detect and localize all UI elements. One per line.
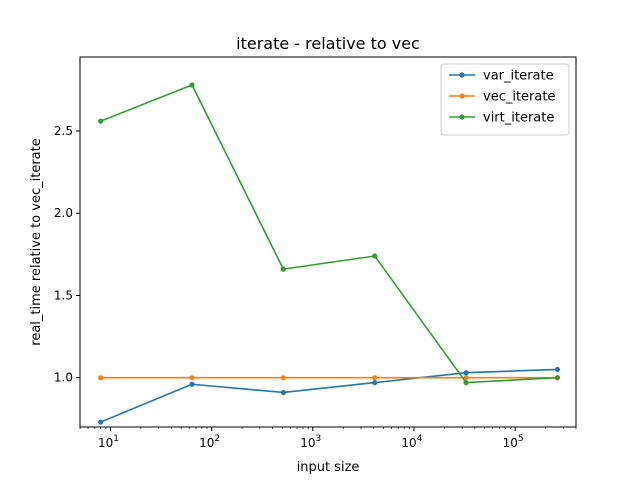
x-tick-label: 104	[401, 434, 422, 450]
x-tick-label: 105	[503, 434, 524, 450]
x-axis-label: input size	[297, 460, 360, 475]
y-axis-label: real_time relative to vec_iterate	[29, 138, 44, 345]
x-tick-label: 101	[98, 434, 119, 450]
axes-frame	[79, 56, 577, 428]
data-point-var_iterate	[372, 380, 378, 386]
x-tick-label: 103	[300, 434, 321, 450]
data-point-var_iterate	[463, 370, 469, 376]
legend-marker-virt_iterate	[459, 114, 465, 120]
legend-label: virt_iterate	[483, 111, 554, 126]
data-point-vec_iterate	[98, 375, 104, 381]
y-tick-label: 1.5	[54, 288, 73, 302]
data-point-virt_iterate	[554, 375, 561, 381]
legend: var_iterate vec_iterate virt_iterate	[440, 63, 570, 136]
x-tick-label: 102	[199, 434, 220, 450]
data-point-virt_iterate	[189, 82, 195, 88]
legend-marker-vec_iterate	[459, 93, 465, 99]
series-layer	[98, 82, 561, 425]
series-line-var_iterate	[100, 368, 558, 423]
chart-title: iterate - relative to vec	[236, 34, 420, 53]
y-tick-label: 2.5	[54, 124, 73, 138]
data-point-vec_iterate	[189, 375, 195, 381]
data-point-virt_iterate	[372, 253, 378, 259]
y-tick-label: 1.0	[54, 371, 73, 385]
data-point-var_iterate	[189, 381, 195, 387]
data-point-var_iterate	[280, 389, 286, 396]
data-point-virt_iterate	[463, 380, 469, 386]
legend-marker-var_iterate	[459, 72, 465, 78]
y-tick-label: 2.0	[54, 206, 73, 220]
data-point-virt_iterate	[280, 266, 286, 272]
legend-label: var_iterate	[483, 69, 554, 84]
data-point-virt_iterate	[98, 118, 104, 124]
y-axis: 1.0 1.5 2.0 2.5	[54, 124, 80, 385]
data-point-vec_iterate	[463, 375, 469, 381]
x-axis: 101 102 103 104 105	[79, 427, 577, 450]
data-point-vec_iterate	[372, 375, 378, 381]
series-line-virt_iterate	[100, 84, 558, 384]
legend-label: vec_iterate	[483, 90, 555, 105]
data-point-var_iterate	[98, 419, 104, 425]
data-point-var_iterate	[554, 366, 561, 373]
data-point-vec_iterate	[280, 375, 286, 381]
